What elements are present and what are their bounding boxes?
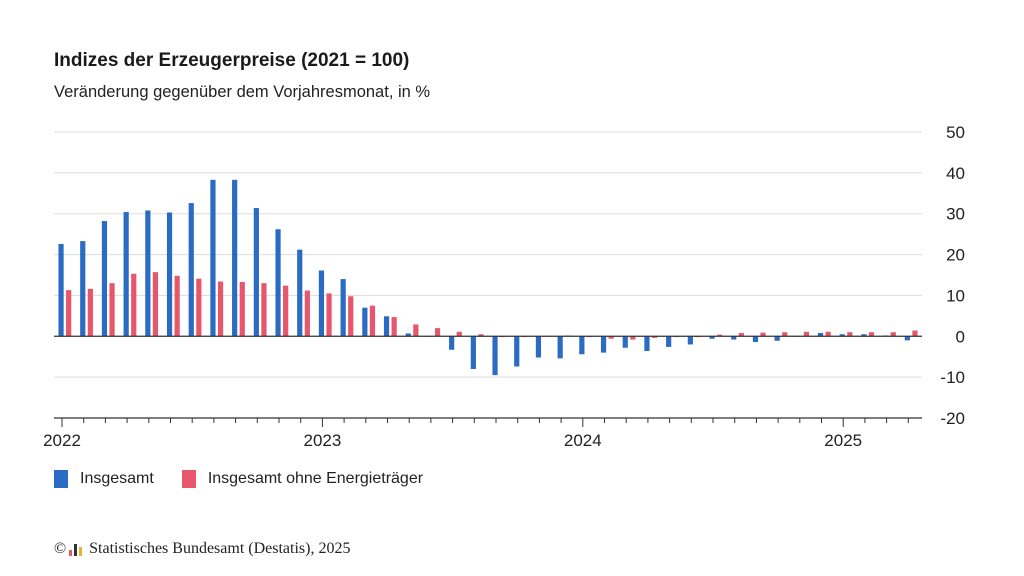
bar-ohne-energietraeger (890, 332, 896, 337)
bar-ohne-energietraeger (760, 332, 766, 337)
bar-insgesamt (904, 336, 910, 341)
bar-insgesamt (362, 307, 368, 337)
bar-ohne-energietraeger (326, 293, 332, 337)
x-tick-label: 2025 (824, 431, 862, 450)
bar-ohne-energietraeger (304, 290, 310, 337)
bar-insgesamt (492, 336, 498, 376)
bar-insgesamt (101, 221, 108, 337)
bar-ohne-energietraeger (283, 285, 289, 337)
bar-insgesamt (535, 336, 542, 358)
bar-ohne-energietraeger (868, 332, 875, 337)
bar-ohne-energietraeger (196, 278, 202, 337)
bar-ohne-energietraeger (630, 336, 636, 340)
bars (58, 179, 918, 376)
bar-insgesamt (470, 336, 476, 369)
bar-insgesamt (622, 336, 628, 348)
bar-insgesamt (383, 316, 390, 337)
bar-ohne-energietraeger (825, 331, 831, 337)
legend: Insgesamt Insgesamt ohne Energieträger (54, 470, 451, 488)
x-tick-label: 2024 (564, 431, 602, 450)
bar-insgesamt (839, 334, 845, 337)
legend-item-ohne-energietraeger[interactable]: Insgesamt ohne Energieträger (181, 470, 424, 488)
bar-ohne-energietraeger (912, 330, 918, 337)
y-tick-label: 0 (956, 327, 965, 346)
axes: 50 40 30 20 10 0 -10 -20 2022 2023 2024 2025 (43, 123, 965, 450)
bar-insgesamt (188, 203, 194, 337)
chart-subtitle: Veränderung gegenüber dem Vorjahresmonat… (54, 83, 431, 101)
bar-ohne-energietraeger (109, 283, 115, 337)
source-text: Statistisches Bundesamt (Destatis), 2025 (89, 540, 351, 557)
bar-ohne-energietraeger (217, 281, 224, 337)
bar-ohne-energietraeger (87, 288, 93, 337)
x-tick-label: 2022 (43, 431, 81, 450)
legend-swatch-red (181, 470, 196, 488)
bar-insgesamt (318, 270, 325, 337)
bar-insgesamt (80, 241, 86, 337)
bar-insgesamt (774, 336, 780, 341)
bar-ohne-energietraeger (131, 273, 137, 337)
y-tick-label: 30 (946, 205, 965, 224)
bar-insgesamt (557, 336, 563, 359)
bar-insgesamt (861, 334, 867, 337)
bar-ohne-energietraeger (738, 333, 744, 337)
destatis-logo-icon (69, 542, 85, 556)
bar-ohne-energietraeger (239, 281, 245, 337)
y-tick-label: 10 (946, 286, 965, 305)
x-tick-label: 2023 (303, 431, 341, 450)
bar-insgesamt (644, 336, 650, 351)
y-tick-label: -20 (940, 409, 965, 428)
source-note: © Statistisches Bundesamt (Destatis), 20… (54, 540, 350, 558)
bar-insgesamt (405, 333, 411, 337)
bar-insgesamt (232, 179, 238, 337)
legend-item-insgesamt[interactable]: Insgesamt (54, 470, 154, 488)
legend-swatch-blue (54, 470, 68, 488)
bar-ohne-energietraeger (369, 305, 376, 337)
bar-insgesamt (579, 336, 585, 355)
chart-title: Indizes der Erzeugerpreise (2021 = 100) (54, 50, 410, 71)
bar-ohne-energietraeger (413, 324, 419, 337)
y-tick-label: -10 (940, 368, 965, 387)
bar-insgesamt (145, 210, 151, 337)
y-tick-label: 50 (946, 123, 965, 142)
bar-insgesamt (58, 243, 64, 337)
bar-ohne-energietraeger (782, 332, 788, 337)
bar-ohne-energietraeger (434, 328, 441, 337)
bar-insgesamt (253, 207, 259, 337)
bar-insgesamt (514, 336, 520, 367)
bar-insgesamt (731, 336, 737, 340)
bar-ohne-energietraeger (261, 283, 267, 337)
bar-insgesamt (752, 336, 759, 343)
legend-label-ohne-energietraeger: Insgesamt ohne Energieträger (207, 470, 424, 487)
bar-insgesamt (275, 229, 281, 337)
grid-lines (54, 131, 922, 378)
bar-insgesamt (687, 336, 693, 345)
bar-ohne-energietraeger (66, 290, 72, 337)
bar-insgesamt (166, 212, 173, 337)
bar-ohne-energietraeger (803, 331, 810, 337)
bar-ohne-energietraeger (348, 296, 354, 337)
bar-insgesamt (709, 336, 715, 339)
bar-ohne-energietraeger (391, 317, 397, 337)
bar-insgesamt (340, 279, 346, 337)
bar-ohne-energietraeger (717, 334, 723, 337)
bar-ohne-energietraeger (478, 334, 484, 337)
bar-insgesamt (817, 333, 824, 337)
y-tick-label: 40 (946, 164, 965, 183)
bar-insgesamt (210, 179, 216, 337)
y-tick-label: 20 (946, 246, 965, 265)
bar-insgesamt (297, 249, 303, 337)
legend-label-insgesamt: Insgesamt (80, 470, 154, 487)
copyright-symbol: © (54, 540, 67, 557)
bar-ohne-energietraeger (174, 275, 180, 337)
bar-insgesamt (123, 212, 129, 337)
bar-ohne-energietraeger (152, 272, 159, 337)
bar-insgesamt (666, 336, 672, 347)
bar-insgesamt (600, 336, 607, 353)
bar-ohne-energietraeger (456, 331, 462, 337)
bar-ohne-energietraeger (651, 336, 658, 338)
bar-insgesamt (449, 336, 455, 350)
bar-ohne-energietraeger (608, 336, 614, 339)
bar-ohne-energietraeger (847, 332, 853, 337)
